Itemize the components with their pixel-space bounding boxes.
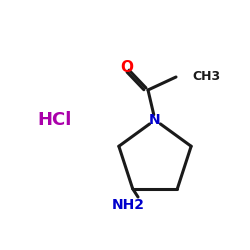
Text: CH3: CH3 [192,70,220,84]
Text: NH2: NH2 [112,198,144,212]
Text: O: O [120,60,134,76]
Text: HCl: HCl [38,111,72,129]
Text: N: N [149,113,161,127]
